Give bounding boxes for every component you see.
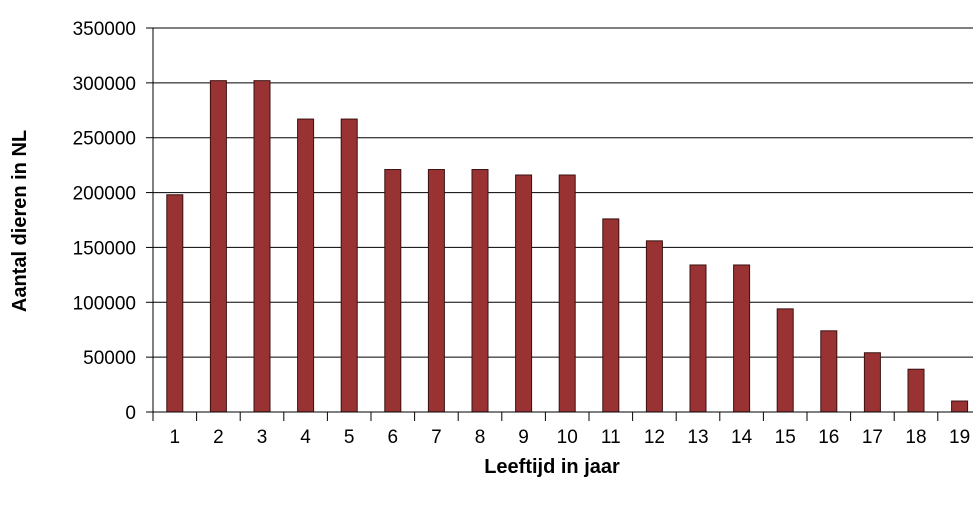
bar bbox=[209, 80, 227, 413]
y-tick-label: 250000 bbox=[73, 129, 136, 150]
x-tick-label: 16 bbox=[818, 427, 839, 448]
bar bbox=[471, 169, 489, 413]
x-tick-label: 14 bbox=[731, 427, 753, 448]
y-tick-label: 50000 bbox=[83, 348, 136, 369]
bar bbox=[427, 169, 445, 413]
y-tick-label: 0 bbox=[125, 403, 136, 424]
bar bbox=[340, 118, 358, 413]
bar bbox=[297, 118, 315, 413]
bar bbox=[907, 368, 925, 413]
x-tick-label: 8 bbox=[475, 427, 486, 448]
x-tick-label: 19 bbox=[949, 427, 970, 448]
bar bbox=[166, 194, 184, 413]
bar bbox=[820, 330, 838, 413]
bar bbox=[689, 264, 707, 413]
bar bbox=[645, 240, 663, 413]
x-tick-label: 7 bbox=[431, 427, 442, 448]
x-tick-label: 18 bbox=[905, 427, 926, 448]
x-tick-label: 6 bbox=[388, 427, 399, 448]
x-axis-title: Leeftijd in jaar bbox=[484, 456, 620, 478]
bar bbox=[384, 169, 402, 413]
y-tick-labels: 0 50000 100000 150000 200000 250000 300000 3500… bbox=[73, 19, 136, 424]
bar bbox=[776, 308, 794, 413]
bar bbox=[558, 174, 576, 413]
bar bbox=[951, 400, 969, 413]
bar bbox=[253, 80, 271, 413]
x-tick-label: 13 bbox=[687, 427, 708, 448]
bar bbox=[863, 352, 881, 413]
y-axis-title: Aantal dieren in NL bbox=[9, 130, 31, 312]
x-tick-label: 11 bbox=[601, 427, 621, 448]
x-tick-labels: 1 2 3 4 5 6 7 8 9 10 11 12 13 14 15 16 17 18 19 bbox=[170, 427, 971, 448]
x-tick-label: 12 bbox=[644, 427, 665, 448]
bar bbox=[515, 174, 533, 413]
x-tick-label: 17 bbox=[862, 427, 883, 448]
y-tick-label: 150000 bbox=[73, 238, 136, 259]
x-tick-label: 9 bbox=[518, 427, 529, 448]
bars bbox=[166, 80, 969, 413]
axes bbox=[146, 27, 973, 421]
bar bbox=[602, 218, 620, 413]
x-tick-label: 3 bbox=[257, 427, 268, 448]
x-tick-label: 5 bbox=[344, 427, 355, 448]
x-tick-label: 15 bbox=[775, 427, 796, 448]
x-tick-label: 10 bbox=[557, 427, 578, 448]
y-tick-label: 300000 bbox=[73, 74, 136, 95]
bar bbox=[733, 264, 751, 413]
x-tick-label: 4 bbox=[300, 427, 311, 448]
y-tick-label: 100000 bbox=[73, 293, 136, 314]
y-tick-label: 350000 bbox=[73, 19, 136, 40]
x-tick-label: 1 bbox=[170, 427, 181, 448]
x-tick-label: 2 bbox=[213, 427, 224, 448]
y-tick-label: 200000 bbox=[73, 184, 136, 205]
